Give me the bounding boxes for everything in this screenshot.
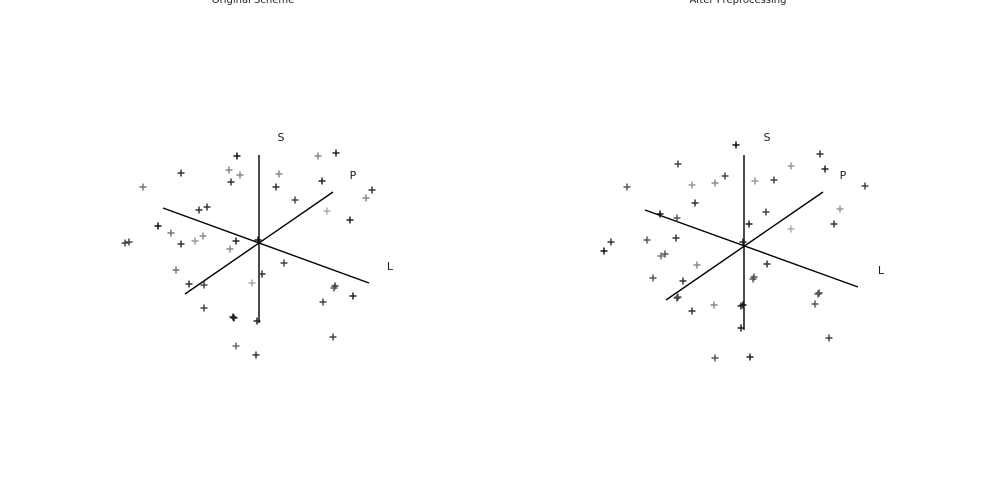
point xyxy=(643,236,651,244)
point xyxy=(770,176,778,184)
point xyxy=(751,177,759,185)
point xyxy=(280,259,288,267)
point xyxy=(737,302,745,310)
point xyxy=(232,237,240,245)
point xyxy=(368,186,376,194)
point xyxy=(721,172,729,180)
point xyxy=(688,181,696,189)
point xyxy=(673,294,681,302)
point xyxy=(226,245,234,253)
axis-line xyxy=(644,209,859,288)
point xyxy=(154,222,162,230)
point xyxy=(346,216,354,224)
point xyxy=(253,317,261,325)
point xyxy=(172,266,180,274)
point xyxy=(225,166,233,174)
point xyxy=(600,247,608,255)
point xyxy=(121,239,129,247)
point xyxy=(330,284,338,292)
point xyxy=(691,199,699,207)
point xyxy=(649,274,657,282)
point xyxy=(656,210,664,218)
point xyxy=(787,225,795,233)
point xyxy=(672,234,680,242)
point xyxy=(745,220,753,228)
point xyxy=(814,290,822,298)
axis-label: P xyxy=(350,169,357,182)
point xyxy=(167,229,175,237)
point xyxy=(195,206,203,214)
point xyxy=(749,275,757,283)
point xyxy=(291,196,299,204)
point xyxy=(323,207,331,215)
point xyxy=(861,182,869,190)
axis-label: P xyxy=(840,169,847,182)
point xyxy=(229,313,237,321)
point xyxy=(362,194,370,202)
point xyxy=(739,238,747,246)
point xyxy=(272,183,280,191)
point xyxy=(811,300,819,308)
point xyxy=(200,304,208,312)
axis-line xyxy=(162,207,370,284)
axis-label: S xyxy=(764,131,771,144)
point xyxy=(254,236,262,244)
point xyxy=(825,334,833,342)
point xyxy=(710,301,718,309)
point xyxy=(816,150,824,158)
point xyxy=(711,354,719,362)
axis-label: L xyxy=(878,264,885,277)
point xyxy=(233,152,241,160)
point xyxy=(746,353,754,361)
point xyxy=(329,333,337,341)
point xyxy=(258,270,266,278)
point xyxy=(177,169,185,177)
point xyxy=(763,260,771,268)
point xyxy=(332,149,340,157)
point xyxy=(830,220,838,228)
point xyxy=(815,289,823,297)
point xyxy=(661,250,669,258)
point xyxy=(248,279,256,287)
point xyxy=(732,141,740,149)
point xyxy=(191,237,199,245)
point xyxy=(125,238,133,246)
point xyxy=(679,277,687,285)
point xyxy=(227,178,235,186)
axis-label: S xyxy=(278,131,285,144)
point xyxy=(711,179,719,187)
point xyxy=(688,307,696,315)
point xyxy=(252,351,260,359)
point xyxy=(199,232,207,240)
point xyxy=(762,208,770,216)
point xyxy=(623,183,631,191)
point xyxy=(787,162,795,170)
point xyxy=(177,240,185,248)
point xyxy=(203,203,211,211)
point xyxy=(821,165,829,173)
point xyxy=(185,280,193,288)
point xyxy=(693,261,701,269)
axis-label: L xyxy=(387,260,394,273)
point xyxy=(657,252,665,260)
panel-title: Original Scheme xyxy=(212,0,295,6)
point xyxy=(275,170,283,178)
point xyxy=(318,177,326,185)
point xyxy=(319,298,327,306)
point xyxy=(139,183,147,191)
point xyxy=(674,160,682,168)
point xyxy=(236,171,244,179)
point xyxy=(607,238,615,246)
point xyxy=(737,324,745,332)
point xyxy=(673,214,681,222)
panel-title: After Preprocessing xyxy=(690,0,787,6)
point xyxy=(836,205,844,213)
point xyxy=(230,314,238,322)
point xyxy=(674,293,682,301)
point xyxy=(314,152,322,160)
point xyxy=(349,292,357,300)
point xyxy=(232,342,240,350)
point xyxy=(200,281,208,289)
